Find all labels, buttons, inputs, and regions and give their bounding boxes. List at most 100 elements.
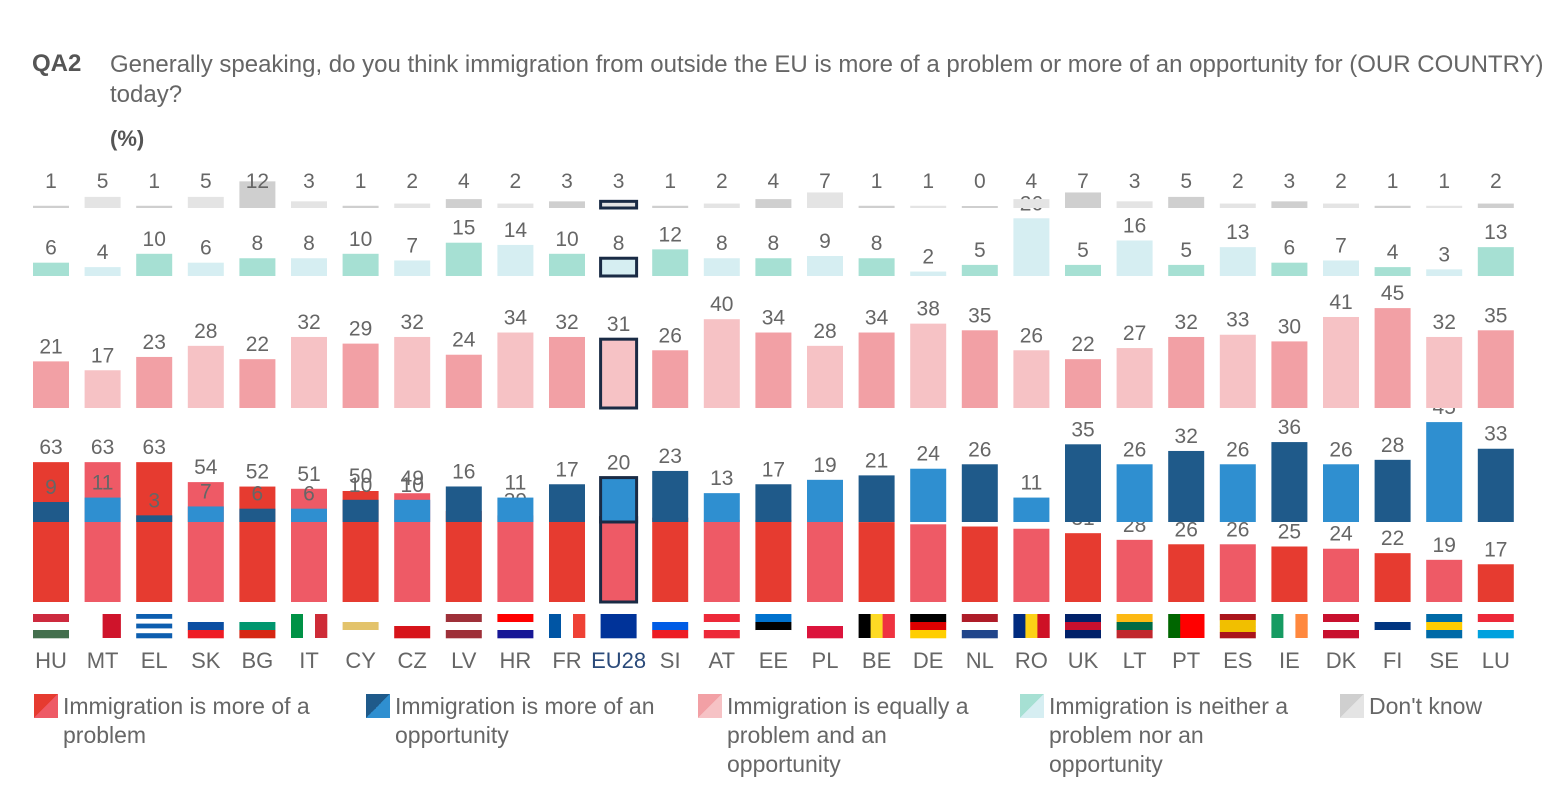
flag-bulgaria-stripe	[239, 622, 276, 631]
value-label-dont-know-nl: 0	[974, 170, 986, 193]
value-label-equally-hr: 34	[504, 307, 528, 330]
bar-equally-lu	[1477, 330, 1514, 408]
unit-label: (%)	[110, 126, 145, 151]
value-label-dont-know-hu: 1	[45, 170, 57, 193]
flag-bulgaria-stripe	[239, 630, 276, 639]
legend-swatch-opportunity	[366, 694, 390, 718]
flag-spain-stripe	[1219, 614, 1256, 621]
bar-dont-know-pl	[807, 192, 843, 208]
flag-netherlands-stripe	[961, 614, 998, 623]
bar-neither-es	[1219, 247, 1256, 276]
bar-problem-pl	[807, 519, 843, 602]
flag-croatia-stripe	[497, 622, 534, 631]
flag-romania-stripe	[1025, 614, 1038, 638]
value-label-neither-ie: 6	[1284, 237, 1296, 260]
bar-equally-se	[1426, 336, 1463, 408]
bar-neither-at	[703, 258, 740, 276]
bar-dont-know-cy	[342, 205, 379, 208]
bar-dont-know-ie	[1271, 201, 1308, 208]
flag-cyprus	[342, 614, 379, 639]
bar-neither-el	[136, 253, 173, 276]
value-label-opportunity-hr: 11	[504, 472, 526, 495]
value-label-equally-lv: 24	[452, 329, 476, 352]
legend-label-problem: Immigration is more of a problem	[63, 693, 310, 748]
flag-uk-stripe	[1065, 622, 1101, 631]
bar-neither-lt	[1116, 240, 1153, 276]
value-label-dont-know-lv: 4	[458, 170, 470, 193]
bar-equally-es	[1219, 334, 1256, 408]
value-label-problem-el: 63	[143, 436, 166, 459]
flag-slovakia-stripe	[187, 630, 224, 639]
value-label-dont-know-uk: 7	[1077, 170, 1089, 193]
flag-ireland-stripe	[1295, 614, 1308, 638]
value-label-opportunity-eu28: 20	[607, 452, 630, 475]
value-label-neither-bg: 8	[252, 232, 264, 255]
value-label-problem-cz: 49	[401, 467, 424, 490]
bar-neither-hr	[497, 244, 534, 276]
bar-problem-eu28	[599, 516, 639, 604]
value-label-opportunity-ee: 17	[762, 458, 785, 481]
category-label-uk: UK	[1068, 648, 1099, 673]
bar-problem-uk	[1065, 533, 1101, 602]
flag-malta-stripe	[102, 614, 121, 638]
value-label-equally-pl: 28	[813, 320, 836, 343]
flag-estonia-stripe	[755, 622, 792, 631]
bar-dont-know-cz	[394, 203, 431, 208]
flag-malta	[84, 614, 121, 638]
value-label-dont-know-cy: 1	[355, 170, 367, 193]
flag-france-stripe	[549, 614, 562, 638]
bar-problem-ee	[755, 519, 792, 602]
flag-greece-stripe	[136, 614, 173, 620]
flag-poland	[807, 614, 843, 639]
category-label-hr: HR	[500, 648, 532, 673]
flag-germany	[910, 614, 947, 639]
value-label-neither-el: 10	[143, 228, 166, 251]
flag-romania-stripe	[1013, 614, 1026, 638]
flag-finland	[1374, 614, 1411, 639]
bar-equally-pt	[1168, 336, 1205, 408]
value-label-opportunity-pt: 32	[1175, 425, 1198, 448]
bar-neither-mt	[84, 267, 121, 276]
category-label-ee: EE	[759, 648, 788, 673]
value-label-dont-know-dk: 2	[1335, 170, 1347, 193]
bar-dont-know-it	[291, 201, 327, 208]
flag-spain-stripe	[1219, 620, 1256, 627]
value-label-problem-dk: 24	[1329, 523, 1353, 546]
bar-equally-nl	[961, 330, 998, 408]
value-label-opportunity-uk: 35	[1071, 418, 1094, 441]
bar-opportunity-es	[1219, 464, 1256, 522]
value-label-neither-hu: 6	[45, 237, 57, 260]
bar-equally-fi	[1374, 308, 1411, 408]
bar-equally-el	[136, 356, 173, 408]
flag-portugal	[1168, 614, 1205, 638]
flag-france-stripe	[561, 614, 574, 638]
value-label-opportunity-lv: 16	[452, 460, 475, 483]
value-label-neither-mt: 4	[97, 241, 109, 264]
bar-neither-se	[1426, 269, 1463, 276]
flag-malta-stripe	[84, 614, 103, 638]
bar-opportunity-lv	[445, 486, 482, 522]
bar-problem-at	[703, 519, 740, 602]
flag-slovakia-stripe	[187, 622, 224, 631]
legend-item-opportunity: Immigration is more of an opportunity	[366, 692, 676, 750]
value-label-dont-know-ro: 4	[1026, 170, 1038, 193]
value-label-problem-lu: 17	[1484, 538, 1507, 561]
value-label-dont-know-es: 2	[1232, 170, 1244, 193]
flag-czechia-stripe	[394, 626, 431, 639]
value-label-opportunity-fi: 28	[1381, 434, 1404, 457]
flag-italy-stripe	[291, 614, 304, 638]
bar-opportunity-fi	[1374, 459, 1411, 522]
flag-czechia-stripe	[394, 614, 431, 627]
value-label-neither-lv: 15	[452, 217, 475, 240]
bar-dont-know-es	[1219, 203, 1256, 208]
bar-problem-bg	[239, 486, 276, 602]
value-label-neither-fi: 4	[1387, 241, 1399, 264]
flag-romania	[1013, 614, 1050, 638]
flag-belgium-stripe	[858, 614, 871, 638]
value-label-problem-it: 51	[297, 463, 320, 486]
flag-austria-stripe	[703, 622, 740, 631]
value-label-problem-cy: 50	[349, 465, 372, 488]
bar-problem-ie	[1271, 546, 1308, 602]
bar-opportunity-pt	[1168, 450, 1205, 522]
bar-neither-be	[858, 258, 895, 276]
